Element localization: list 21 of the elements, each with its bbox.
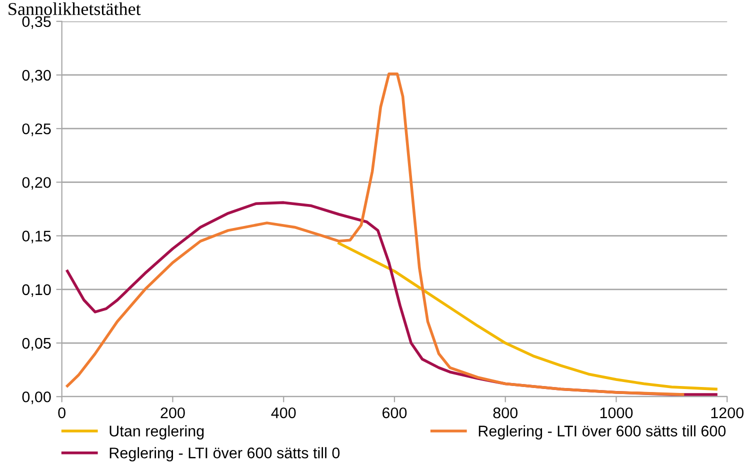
x-tick-label: 1200 [711,407,744,418]
y-tick-label: 0,30 [22,70,51,82]
x-tick-label: 400 [271,407,296,418]
y-tick-label: 0,20 [22,177,51,190]
y-tick-label: 0,00 [22,391,51,404]
y-tick-label: 0,15 [22,230,51,244]
x-tick-label: 800 [493,407,518,418]
legend-label: Reglering - LTI över 600 sätts till 0 [110,447,340,462]
y-tick-label: 0,25 [22,123,51,136]
line-series [338,242,718,391]
x-tick-label: 200 [160,407,185,418]
y-tick-label: 0,05 [22,338,51,351]
line-series [66,72,684,396]
y-tick-label: 0,35 [22,16,51,29]
y-tick-label: 0,10 [22,284,51,297]
legend-label: Utan reglering [110,425,204,440]
chart-title: Sannolikhetstäthet [8,2,141,16]
x-tick-label: 600 [382,407,407,418]
legend-label: Reglering - LTI över 600 sätts till 600 [478,425,726,440]
x-tick-label: 0 [58,407,66,418]
x-tick-label: 1000 [600,407,633,418]
